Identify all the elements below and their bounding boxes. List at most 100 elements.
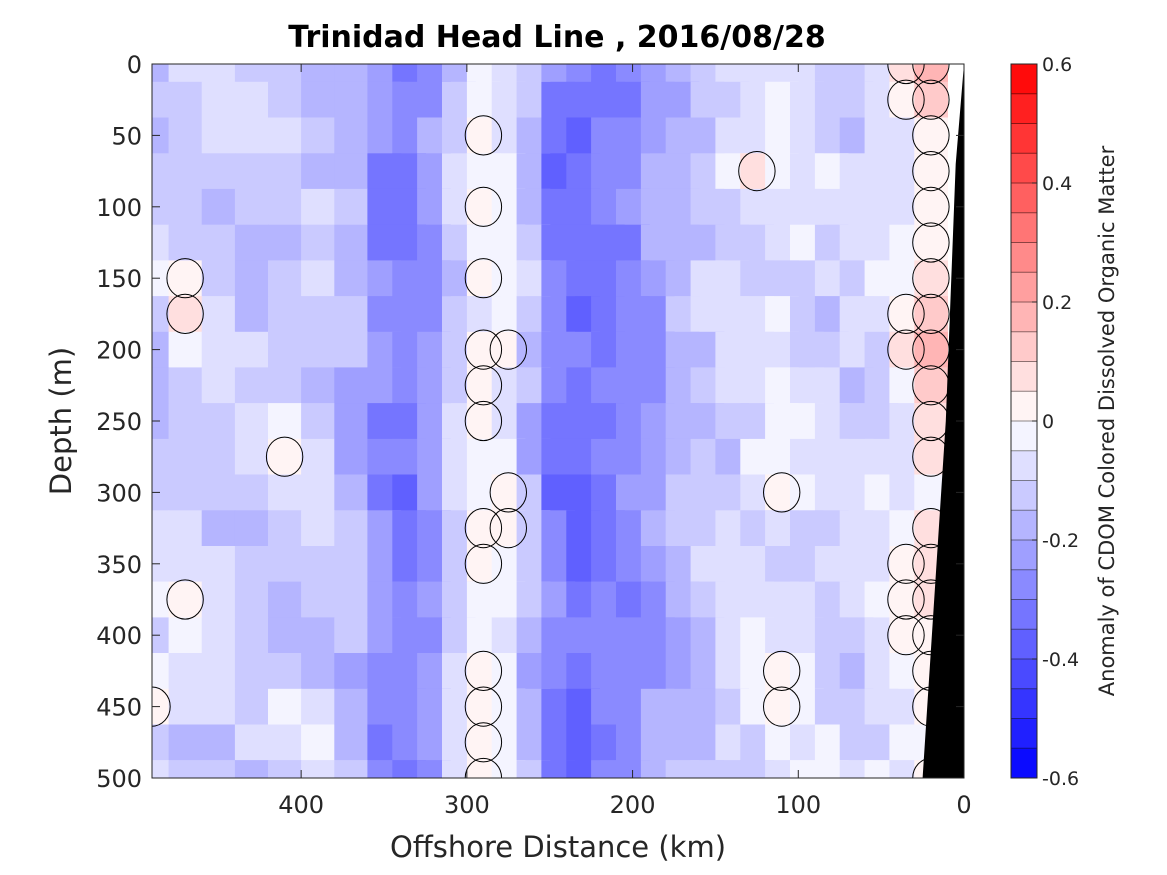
heatmap-cell xyxy=(168,546,203,583)
colorbar-swatch xyxy=(1011,510,1037,541)
heatmap-cell xyxy=(334,188,368,226)
heatmap-cell xyxy=(168,81,203,119)
heatmap-cell xyxy=(152,688,170,726)
colorbar-swatch xyxy=(1011,123,1037,154)
y-tick-label: 200 xyxy=(96,337,142,365)
zero-contour-line xyxy=(489,507,527,549)
heatmap-cell xyxy=(168,438,203,476)
zero-contour-line xyxy=(763,650,801,692)
heatmap-cell xyxy=(334,653,368,690)
heatmap-cell xyxy=(334,438,368,476)
heatmap-cell xyxy=(301,617,335,654)
heatmap-cell xyxy=(334,724,368,761)
heatmap-cell xyxy=(234,331,269,369)
heatmap-cell xyxy=(152,653,170,690)
y-tick-label: 350 xyxy=(96,551,142,579)
heatmap-cell xyxy=(234,260,269,297)
heatmap-cell xyxy=(334,153,368,190)
heatmap-cell xyxy=(914,188,948,226)
zero-contour-line xyxy=(464,115,503,156)
heatmap-cell xyxy=(168,331,203,369)
heatmap-cell xyxy=(234,403,269,440)
heatmap-cell xyxy=(152,296,170,333)
heatmap-cell xyxy=(268,546,302,583)
heatmap-cell xyxy=(201,760,236,778)
heatmap-cell xyxy=(334,331,368,369)
heatmap-cell xyxy=(334,403,368,440)
zero-contour-line xyxy=(912,79,950,120)
heatmap-cell xyxy=(914,117,948,154)
heatmap-cell xyxy=(334,367,368,404)
zero-contour-line xyxy=(464,722,503,763)
heatmap-cell xyxy=(201,367,236,404)
heatmap-cell xyxy=(334,688,368,726)
zero-contour-line xyxy=(912,115,950,156)
zero-contour-line xyxy=(464,507,503,549)
colorbar-swatch xyxy=(1011,659,1037,690)
colorbar-tick-label: -0.2 xyxy=(1042,530,1079,552)
heatmap-cell xyxy=(234,688,269,726)
heatmap-cell xyxy=(234,224,269,261)
zero-contour-line xyxy=(887,79,925,120)
heatmap-cell xyxy=(301,581,335,618)
heatmap-cell xyxy=(168,64,203,83)
x-tick-label: 300 xyxy=(444,791,490,819)
heatmap-cell xyxy=(914,367,948,404)
heatmap-cell xyxy=(234,760,269,778)
heatmap-cell xyxy=(301,296,335,333)
heatmap-cell xyxy=(268,367,302,404)
heatmap-cell xyxy=(268,688,302,726)
heatmap-cell xyxy=(301,724,335,761)
heatmap-cell xyxy=(201,510,236,547)
heatmap-cell xyxy=(234,617,269,654)
heatmap-cell xyxy=(152,617,170,654)
heatmap-cell xyxy=(268,581,302,618)
heatmap-cell xyxy=(301,653,335,690)
heatmap-cell xyxy=(301,117,335,154)
colorbar-swatch xyxy=(1011,718,1037,749)
heatmap-cell xyxy=(168,510,203,547)
heatmap-cell xyxy=(201,153,236,190)
heatmap-cell xyxy=(201,224,236,261)
colorbar-swatch xyxy=(1011,540,1037,571)
colorbar-swatch xyxy=(1011,629,1037,660)
heatmap-cell xyxy=(201,688,236,726)
heatmap-cell xyxy=(334,510,368,547)
bathymetry-seafloor xyxy=(922,64,964,778)
heatmap-cell xyxy=(201,331,236,369)
heatmap-cell xyxy=(201,64,236,83)
colorbar-tick-label: -0.4 xyxy=(1042,649,1079,671)
heatmap-cell xyxy=(301,760,335,778)
zero-contour-line xyxy=(738,151,776,192)
heatmap-cell xyxy=(268,81,302,119)
heatmap-cell xyxy=(334,296,368,333)
x-tick-label: 200 xyxy=(610,791,656,819)
zero-contour-line xyxy=(265,436,304,477)
heatmap-cell xyxy=(914,64,948,83)
heatmap-cell xyxy=(152,331,170,369)
colorbar-swatch xyxy=(1011,212,1037,243)
heatmap-cell xyxy=(201,474,236,511)
heatmap-cell xyxy=(234,367,269,404)
heatmap-cell xyxy=(268,153,302,190)
zero-contour-line xyxy=(489,329,527,370)
heatmap-cell xyxy=(268,724,302,761)
heatmap-cell xyxy=(152,438,170,476)
colorbar-swatch xyxy=(1011,272,1037,303)
heatmap-cell xyxy=(301,474,335,511)
zero-contour-line xyxy=(912,222,950,263)
zero-contour-line xyxy=(464,757,503,778)
heatmap-cell xyxy=(152,403,170,440)
heatmap-cell xyxy=(152,260,170,297)
heatmap-cell xyxy=(301,153,335,190)
zero-contour-line xyxy=(912,151,950,192)
heatmap-cell xyxy=(268,117,302,154)
heatmap-cell xyxy=(334,760,368,778)
heatmap-cell xyxy=(268,653,302,690)
colorbar-tick-label: 0.4 xyxy=(1042,173,1072,195)
heatmap-cell xyxy=(152,224,170,261)
heatmap-cell xyxy=(234,581,269,618)
colorbar-swatch xyxy=(1011,569,1037,600)
heatmap-cell xyxy=(301,64,335,83)
